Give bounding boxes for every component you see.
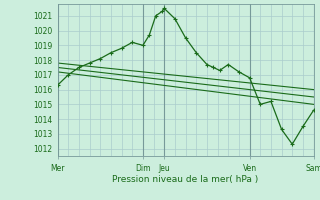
X-axis label: Pression niveau de la mer( hPa ): Pression niveau de la mer( hPa ): [112, 175, 259, 184]
